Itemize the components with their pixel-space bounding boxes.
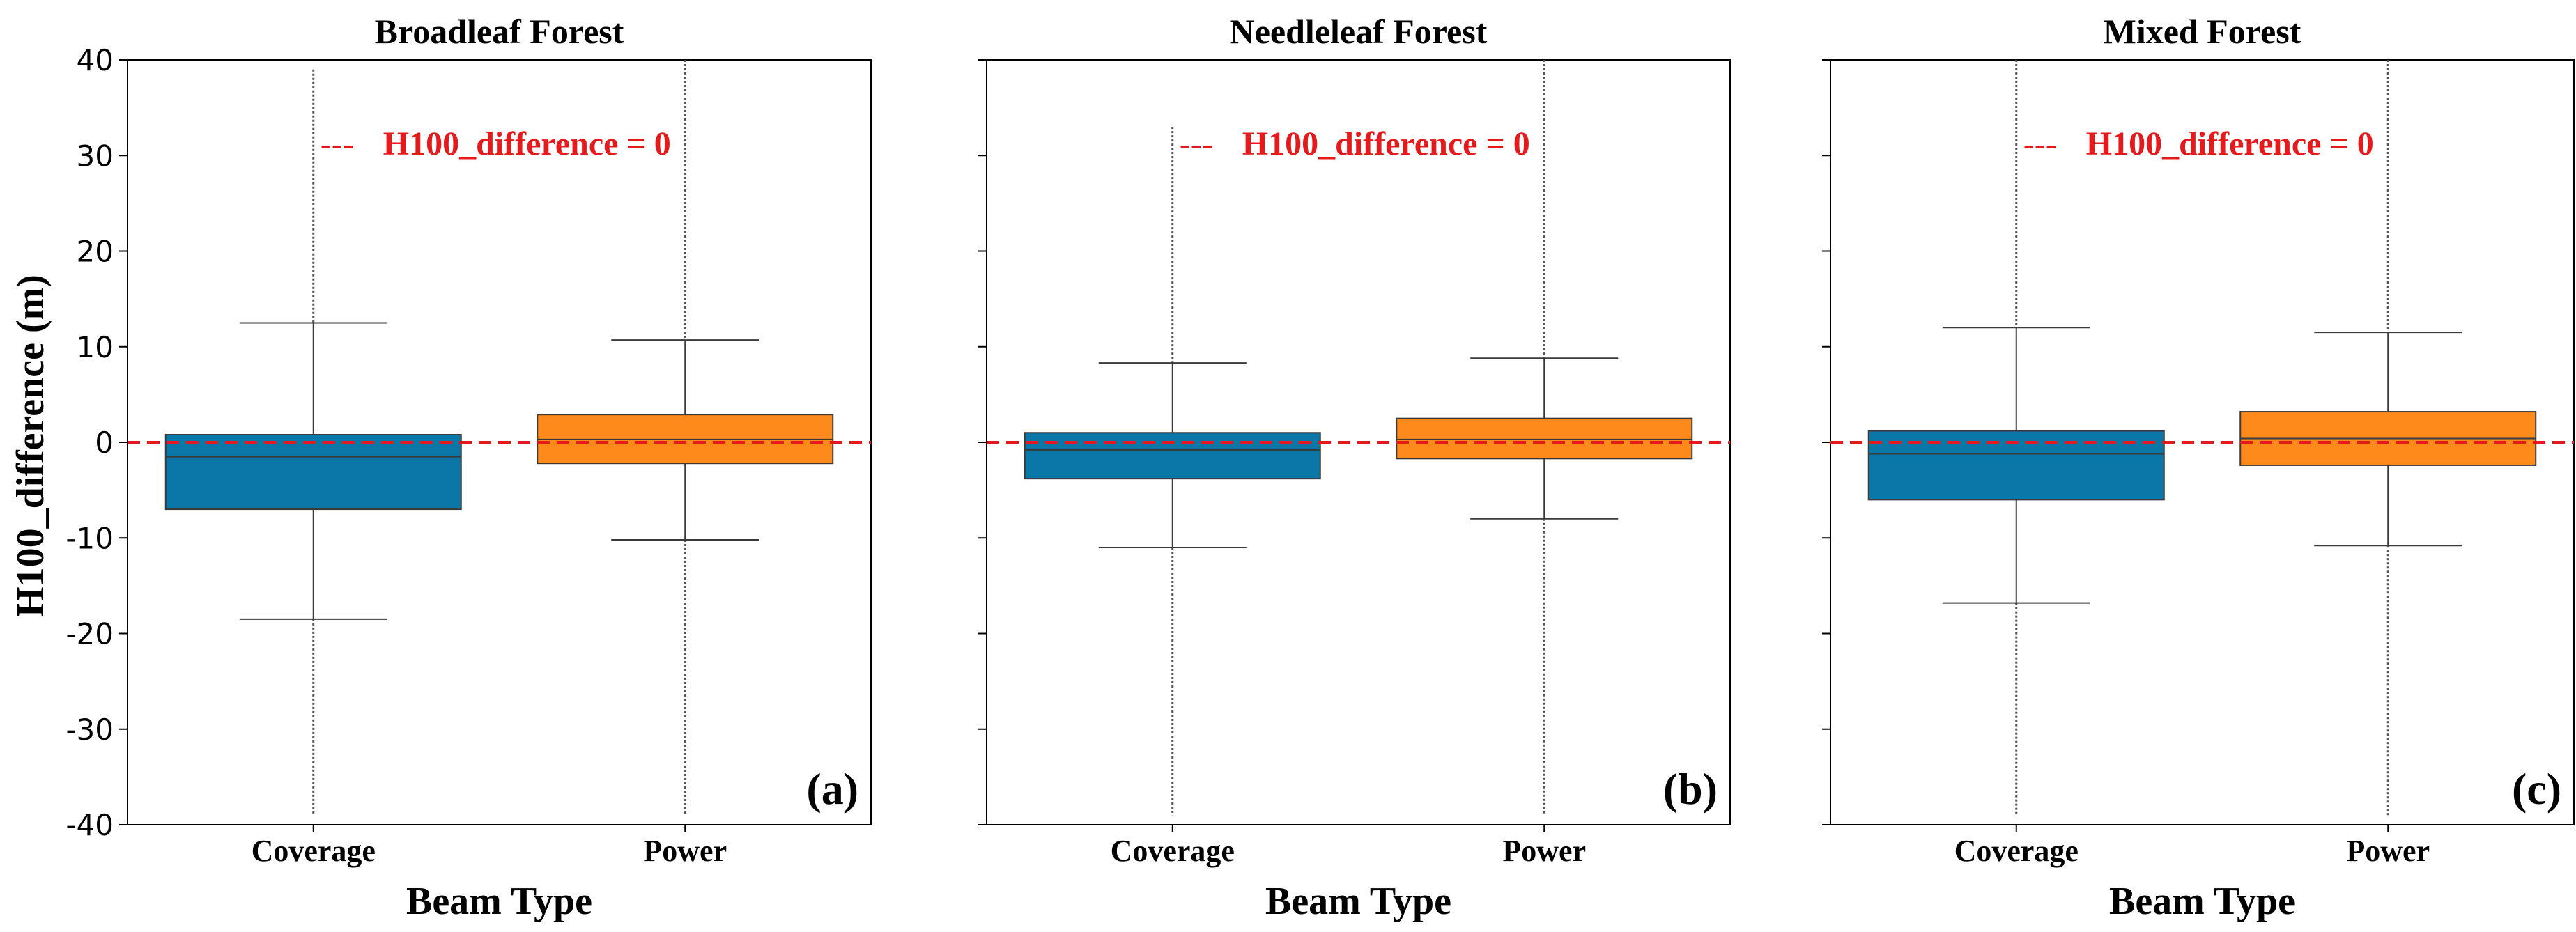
box-power: Power <box>2239 60 2537 868</box>
reference-legend-dash: --- <box>1180 125 1213 162</box>
reference-legend-label: H100_difference = 0 <box>1242 125 1530 162</box>
x-axis-label: Beam Type <box>2109 880 2295 923</box>
reference-legend: --- H100_difference = 0 <box>2023 125 2374 162</box>
y-tick-label: -40 <box>65 808 114 842</box>
y-tick-label: 30 <box>77 139 114 173</box>
box-body <box>1024 432 1321 480</box>
box-body <box>164 434 462 511</box>
y-tick-label: 20 <box>77 235 114 269</box>
reference-legend: --- H100_difference = 0 <box>321 125 671 162</box>
box-power: Power <box>537 60 834 868</box>
y-tick-label: 10 <box>77 330 114 364</box>
reference-legend-label: H100_difference = 0 <box>2086 125 2374 162</box>
panels: Broadleaf Forest -40 -30 -20 -10 0 10 20 30 40 Cov… <box>65 12 2575 923</box>
y-tick-label: -20 <box>65 617 114 651</box>
x-axis-label: Beam Type <box>1265 880 1451 923</box>
x-tick-label: Coverage <box>252 834 376 868</box>
x-tick-label: Power <box>643 834 727 868</box>
x-tick-label: Power <box>2346 834 2430 868</box>
panel-1: Needleleaf Forest Coverage Power --- H100_di… <box>978 12 1731 923</box>
y-tick-label: -30 <box>65 713 114 747</box>
box-body <box>1396 417 1693 460</box>
box-coverage: Coverage <box>164 69 462 868</box>
box-coverage: Coverage <box>1867 60 2165 868</box>
panel-title: Needleleaf Forest <box>1230 12 1488 51</box>
y-tick-label: -10 <box>65 521 114 555</box>
panel-title: Broadleaf Forest <box>375 12 624 51</box>
box-power: Power <box>1396 60 1693 868</box>
panel-label: (c) <box>2512 764 2561 814</box>
reference-legend-label: H100_difference = 0 <box>383 125 671 162</box>
reference-legend-dash: --- <box>2023 125 2057 162</box>
y-axis-label: H100_difference (m) <box>9 274 52 617</box>
x-tick-label: Coverage <box>1954 834 2078 868</box>
panel-label: (a) <box>806 764 858 814</box>
panel-2: Mixed Forest Coverage Power --- H100_differe… <box>1822 12 2575 923</box>
y-tick-label: 40 <box>77 43 114 77</box>
panel-0: Broadleaf Forest -40 -30 -20 -10 0 10 20 30 40 Cov… <box>65 12 872 923</box>
x-axis-label: Beam Type <box>406 880 592 923</box>
x-tick-label: Coverage <box>1111 834 1235 868</box>
y-tick-label: 0 <box>95 426 114 460</box>
reference-legend: --- H100_difference = 0 <box>1180 125 1530 162</box>
box-coverage: Coverage <box>1024 127 1321 868</box>
panel-label: (b) <box>1663 764 1718 814</box>
reference-legend-dash: --- <box>321 125 354 162</box>
x-tick-label: Power <box>1502 834 1586 868</box>
panel-title: Mixed Forest <box>2104 12 2301 51</box>
